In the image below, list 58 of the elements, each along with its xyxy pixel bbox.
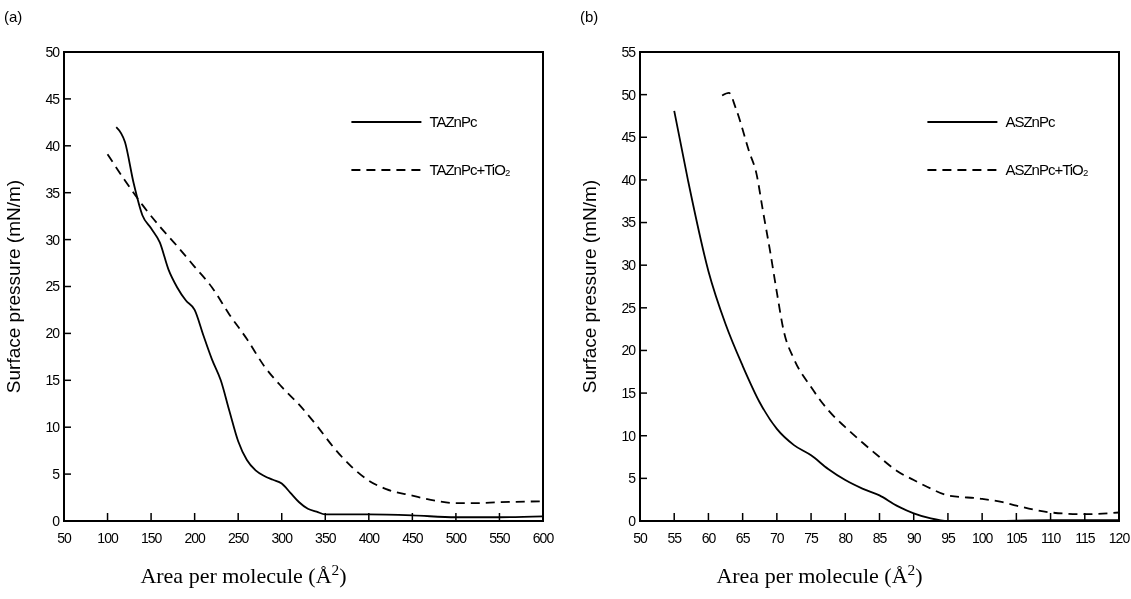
y-tick-label: 50 bbox=[621, 86, 637, 103]
x-tick-label: 250 bbox=[228, 530, 250, 546]
x-tick-label: 105 bbox=[1006, 530, 1028, 546]
y-tick-label: 55 bbox=[621, 43, 637, 60]
y-tick-label: 20 bbox=[621, 342, 637, 359]
x-axis-title: Area per molecule (Å$^{2}$) bbox=[140, 560, 347, 588]
x-tick-label: 80 bbox=[838, 530, 854, 546]
x-tick-label: 150 bbox=[140, 530, 163, 546]
y-tick-label: 45 bbox=[621, 129, 637, 146]
x-tick-label: 550 bbox=[489, 530, 511, 546]
x-tick-label: 450 bbox=[402, 530, 424, 546]
y-tick-label: 35 bbox=[45, 184, 61, 201]
x-tick-label: 350 bbox=[315, 530, 337, 546]
x-tick-label: 90 bbox=[906, 530, 922, 546]
y-axis-title: Surface pressure (mN/m) bbox=[3, 179, 24, 394]
y-tick-label: 10 bbox=[45, 419, 61, 436]
y-tick-label: 25 bbox=[621, 299, 637, 316]
y-tick-label: 30 bbox=[45, 231, 61, 248]
y-tick-label: 30 bbox=[621, 257, 637, 274]
x-axis-title: Area per molecule (Å$^{2}$) bbox=[716, 560, 923, 588]
x-tick-label: 110 bbox=[1040, 530, 1062, 546]
x-tick-label: 400 bbox=[358, 530, 381, 546]
x-tick-label: 70 bbox=[770, 530, 785, 546]
x-tick-label: 65 bbox=[735, 530, 751, 546]
x-tick-label: 500 bbox=[445, 530, 468, 546]
y-tick-label: 25 bbox=[45, 278, 61, 295]
legend-label: TAZnPc bbox=[429, 113, 478, 131]
legend-label: ASZnPc bbox=[1005, 113, 1056, 131]
y-tick-label: 10 bbox=[621, 427, 637, 444]
x-tick-label: 100 bbox=[97, 530, 119, 546]
y-tick-label: 50 bbox=[45, 43, 61, 60]
y-tick-label: 15 bbox=[45, 372, 61, 389]
y-tick-label: 5 bbox=[628, 470, 637, 487]
y-axis-title: Surface pressure (mN/m) bbox=[579, 179, 600, 394]
y-tick-label: 15 bbox=[621, 384, 637, 401]
x-tick-label: 75 bbox=[804, 530, 820, 546]
x-tick-label: 85 bbox=[872, 530, 888, 546]
x-tick-label: 120 bbox=[1108, 530, 1131, 546]
y-tick-label: 0 bbox=[52, 512, 61, 529]
y-tick-label: 0 bbox=[628, 512, 637, 529]
x-tick-label: 100 bbox=[971, 530, 994, 546]
y-tick-label: 45 bbox=[45, 90, 61, 107]
x-tick-label: 60 bbox=[701, 530, 717, 546]
y-tick-label: 35 bbox=[621, 214, 637, 231]
y-tick-label: 40 bbox=[45, 137, 61, 154]
y-tick-label: 5 bbox=[52, 466, 61, 482]
legend-label: ASZnPc+TiO₂ bbox=[1005, 161, 1089, 179]
y-tick-label: 20 bbox=[45, 325, 61, 342]
x-tick-label: 95 bbox=[941, 530, 956, 546]
y-tick-label: 40 bbox=[621, 171, 637, 188]
chart-title: (a) bbox=[4, 8, 23, 25]
x-tick-label: 115 bbox=[1075, 530, 1096, 546]
x-tick-label: 600 bbox=[532, 530, 555, 546]
x-tick-label: 200 bbox=[184, 530, 207, 546]
x-tick-label: 55 bbox=[667, 530, 683, 546]
x-tick-label: 300 bbox=[271, 530, 294, 546]
chart-title: (b) bbox=[580, 8, 599, 25]
legend-label: TAZnPc+TiO₂ bbox=[429, 161, 511, 179]
